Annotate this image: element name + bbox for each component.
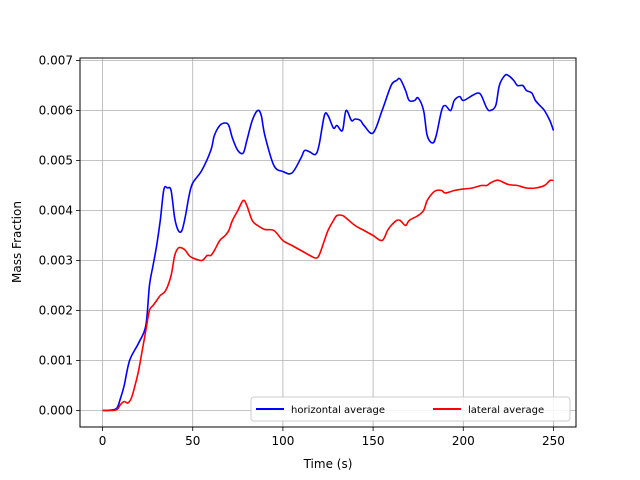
legend-label-lateral-average: lateral average bbox=[468, 405, 544, 416]
legend: horizontal average lateral average bbox=[250, 396, 571, 422]
y-axis-label: Mass Fraction bbox=[10, 201, 24, 283]
y-tick-label: 0.003 bbox=[39, 254, 73, 268]
legend-box bbox=[250, 396, 571, 422]
x-tick-label: 150 bbox=[362, 434, 385, 448]
x-tick-label: 50 bbox=[185, 434, 200, 448]
y-tick-label: 0.004 bbox=[39, 204, 73, 218]
grid bbox=[80, 58, 576, 427]
plot-frame bbox=[79, 57, 577, 428]
x-axis-label: Time (s) bbox=[303, 457, 353, 471]
y-tick-label: 0.002 bbox=[39, 304, 73, 318]
x-tick-label: 100 bbox=[271, 434, 294, 448]
x-tick-label: 250 bbox=[542, 434, 565, 448]
y-tick-label: 0.001 bbox=[39, 354, 73, 368]
series-line-lateral-average bbox=[102, 179, 554, 412]
y-tick-label: 0.007 bbox=[39, 54, 73, 68]
y-tick-label: 0.005 bbox=[39, 154, 73, 168]
ticks: 0 50 100 150 200 250 0.000 0.001 0.002 0.003 0.004… bbox=[39, 54, 565, 449]
series-line-horizontal-average bbox=[102, 73, 555, 412]
x-tick-label: 0 bbox=[99, 434, 107, 448]
series-layer bbox=[102, 73, 555, 412]
x-tick-label: 200 bbox=[452, 434, 475, 448]
legend-label-horizontal-average: horizontal average bbox=[291, 405, 385, 416]
y-tick-label: 0.006 bbox=[39, 104, 73, 118]
y-tick-label: 0.000 bbox=[39, 404, 73, 418]
